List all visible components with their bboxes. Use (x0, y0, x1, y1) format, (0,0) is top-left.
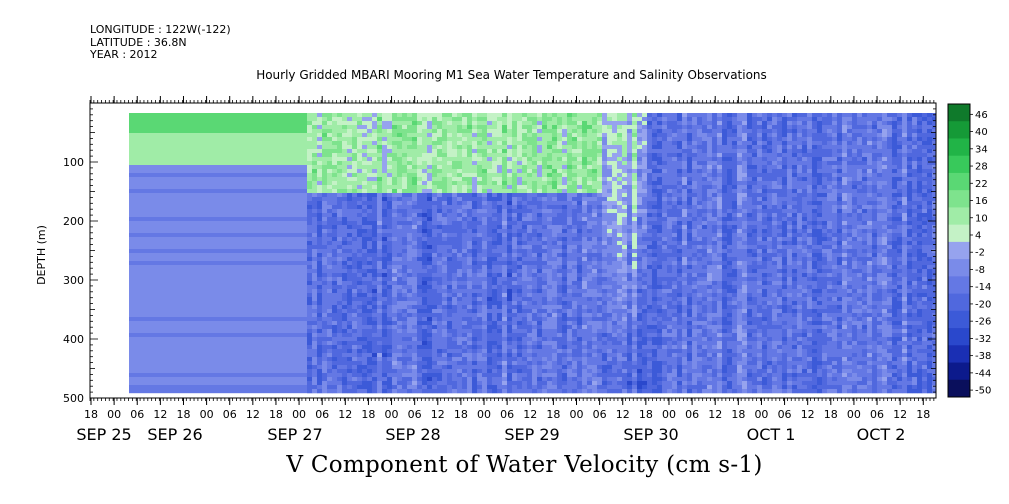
x-hour-tick-label: 06 (685, 408, 699, 421)
x-hour-tick-label: 12 (153, 408, 167, 421)
x-hour-tick-label: 00 (385, 408, 399, 421)
x-hour-tick-label: 18 (731, 408, 745, 421)
y-tick-label: 100 (63, 156, 84, 169)
colorbar-swatch (948, 345, 970, 363)
colorbar-swatch (948, 207, 970, 226)
colorbar-swatch (948, 276, 970, 294)
colorbar-tick-label: 10 (975, 213, 988, 224)
colorbar-swatch (948, 379, 970, 398)
x-hour-tick-label: 06 (870, 408, 884, 421)
x-hour-tick-label: 00 (200, 408, 214, 421)
x-hour-tick-label: 00 (477, 408, 491, 421)
x-hour-tick-label: 06 (778, 408, 792, 421)
x-hour-tick-label: 00 (754, 408, 768, 421)
x-hour-tick-label: 06 (130, 408, 144, 421)
colorbar-swatch (948, 259, 970, 277)
x-hour-tick-label: 18 (454, 408, 468, 421)
x-hour-tick-label: 00 (107, 408, 121, 421)
colorbar-swatch (948, 241, 970, 260)
colorbar: 46 40 34 28 22 16 10 4 -2 -8 -14 -20 -26 -32 -38 -44 -50 (947, 103, 991, 398)
x-hour-tick-label: 00 (569, 408, 583, 421)
colorbar-swatch (948, 138, 970, 157)
x-day-label: SEP 30 (623, 425, 678, 444)
y-tick-label: 300 (63, 274, 84, 287)
y-tick-label: 200 (63, 215, 84, 228)
colorbar-tick-label: -2 (975, 248, 985, 259)
colorbar-swatch (948, 293, 970, 312)
x-hour-tick-label: 06 (593, 408, 607, 421)
latitude-text: LATITUDE : 36.8N (90, 35, 187, 49)
x-hour-tick-label: 18 (824, 408, 838, 421)
colorbar-tick-label: -44 (975, 368, 991, 379)
y-tick-label: 400 (63, 333, 84, 346)
x-day-label: OCT 1 (747, 425, 796, 444)
x-hour-tick-label: 12 (708, 408, 722, 421)
x-hour-tick-label: 18 (84, 408, 98, 421)
colorbar-tick-label: -20 (975, 299, 991, 310)
x-day-label: OCT 2 (857, 425, 906, 444)
x-day-label: SEP 25 (76, 425, 131, 444)
x-hour-tick-label: 12 (431, 408, 445, 421)
mooring-metadata: LONGITUDE : 122W(-122) LATITUDE : 36.8N … (90, 23, 231, 62)
x-hour-tick-label: 18 (916, 408, 930, 421)
colorbar-tick-label: 46 (975, 110, 988, 121)
colorbar-tick-label: -26 (975, 317, 991, 328)
x-hour-tick-label: 18 (639, 408, 653, 421)
x-hour-tick-label: 18 (176, 408, 190, 421)
colorbar-swatch (948, 104, 970, 122)
colorbar-tick-label: 28 (975, 162, 988, 173)
x-hour-tick-label: 00 (292, 408, 306, 421)
x-hour-tick-label: 12 (801, 408, 815, 421)
colorbar-tick-label: -50 (975, 386, 991, 397)
year-text: YEAR : 2012 (90, 48, 158, 61)
longitude-text: LONGITUDE : 122W(-122) (90, 23, 231, 36)
colorbar-tick-label: 4 (975, 230, 981, 241)
x-hour-tick-label: 06 (223, 408, 237, 421)
colorbar-swatch (948, 328, 970, 346)
colorbar-tick-label: -38 (975, 351, 991, 362)
colorbar-swatch (948, 172, 970, 191)
y-tick-label: 500 (63, 392, 84, 405)
x-hour-tick-label: 18 (269, 408, 283, 421)
colorbar-tick-label: 40 (975, 127, 988, 138)
x-axis-variable-label: V Component of Water Velocity (cm s-1) (286, 452, 763, 478)
colorbar-tick-label: -32 (975, 334, 991, 345)
colorbar-tick-label: 34 (975, 144, 988, 155)
x-hour-tick-label: 12 (338, 408, 352, 421)
y-axis: 100 200 300 400 500 (63, 102, 936, 405)
x-hour-tick-label: 06 (500, 408, 514, 421)
colorbar-tick-label: 16 (975, 196, 988, 207)
colorbar-tick-label: -8 (975, 265, 985, 276)
x-hour-tick-label: 12 (616, 408, 630, 421)
x-day-label: SEP 26 (147, 425, 202, 444)
colorbar-swatch (948, 190, 970, 208)
x-axis: 18 00 06 12 18 00 06 12 18 00 06 12 18 00 06 12 18 00 06 12… (76, 96, 935, 444)
x-day-label: SEP 29 (504, 425, 559, 444)
x-hour-tick-label: 12 (246, 408, 260, 421)
x-day-label: SEP 28 (385, 425, 440, 444)
x-hour-tick-label: 18 (546, 408, 560, 421)
colorbar-swatch (948, 155, 970, 174)
x-hour-tick-label: 00 (847, 408, 861, 421)
colorbar-swatch (948, 310, 970, 329)
x-day-label: SEP 27 (267, 425, 322, 444)
colorbar-tick-label: -14 (975, 282, 991, 293)
colorbar-swatch (948, 362, 970, 381)
x-hour-tick-label: 12 (893, 408, 907, 421)
y-axis-label: DEPTH (m) (35, 225, 48, 285)
x-hour-tick-label: 06 (315, 408, 329, 421)
colorbar-swatch (948, 121, 970, 139)
x-hour-tick-label: 06 (408, 408, 422, 421)
heatmap-field (90, 103, 936, 398)
x-hour-tick-label: 18 (361, 408, 375, 421)
chart-title: Hourly Gridded MBARI Mooring M1 Sea Wate… (256, 68, 767, 82)
colorbar-swatch (948, 224, 970, 243)
x-hour-tick-label: 00 (662, 408, 676, 421)
x-hour-tick-label: 12 (523, 408, 537, 421)
colorbar-tick-label: 22 (975, 179, 988, 190)
